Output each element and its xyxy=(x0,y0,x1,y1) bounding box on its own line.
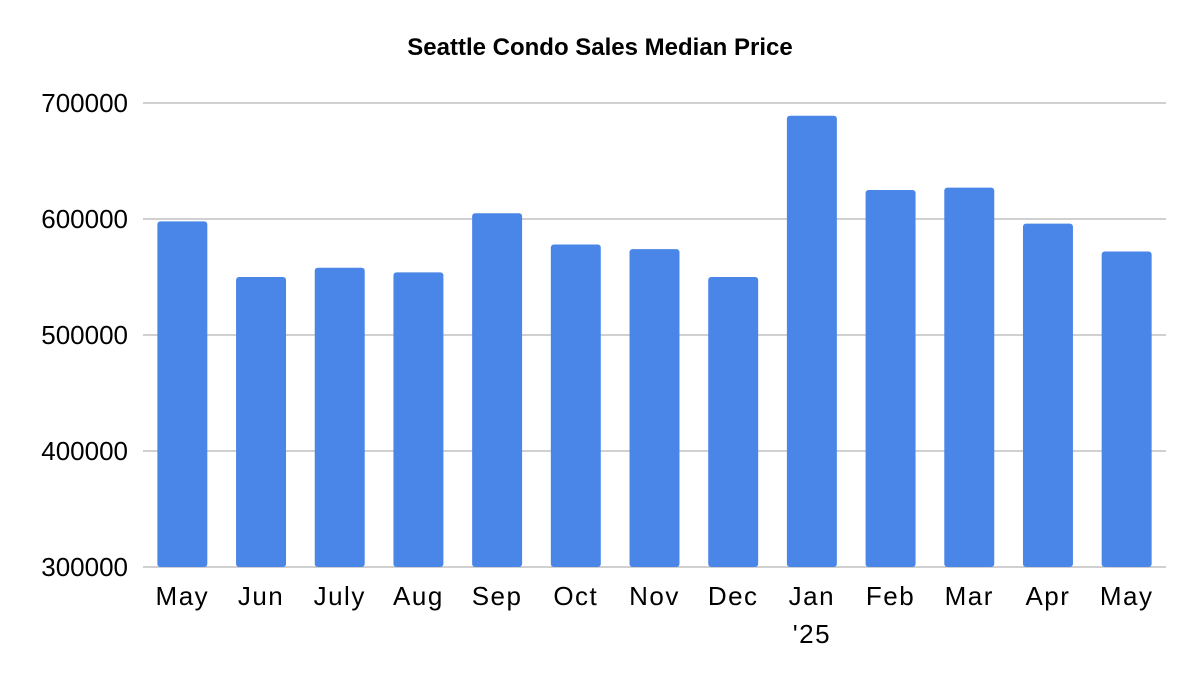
chart-title: Seattle Condo Sales Median Price xyxy=(407,34,792,61)
bar xyxy=(944,187,995,567)
bar xyxy=(550,244,601,567)
x-tick-label: Mar xyxy=(945,581,994,611)
x-tick-label: Oct xyxy=(553,581,598,611)
bar xyxy=(472,213,523,567)
y-tick-label: 500000 xyxy=(41,320,128,350)
x-tick-label: Jun xyxy=(238,581,284,611)
bar xyxy=(393,272,444,567)
bar xyxy=(865,190,916,567)
x-tick-label: Aug xyxy=(393,581,444,611)
x-tick-label: Nov xyxy=(629,581,680,611)
bar xyxy=(314,267,365,567)
x-tick-label: '25 xyxy=(793,619,831,649)
bar xyxy=(236,277,287,567)
x-tick-label: Feb xyxy=(866,581,915,611)
x-tick-label: Sep xyxy=(472,581,523,611)
bar xyxy=(157,221,208,567)
x-tick-label: Dec xyxy=(708,581,759,611)
y-tick-label: 400000 xyxy=(41,436,128,466)
y-tick-label: 700000 xyxy=(41,88,128,118)
bar xyxy=(1022,223,1073,567)
x-axis-ticks: May Jun July Aug Sep Oct Nov Dec Jan '25 Feb Mar Apr… xyxy=(156,581,1154,649)
bars xyxy=(157,115,1152,568)
x-tick-label: Apr xyxy=(1025,581,1070,611)
x-tick-label: May xyxy=(156,581,210,611)
y-axis-ticks: 300000 400000 500000 600000 700000 xyxy=(41,88,128,582)
y-tick-label: 600000 xyxy=(41,204,128,234)
x-tick-label: Jan xyxy=(789,581,835,611)
y-tick-label: 300000 xyxy=(41,552,128,582)
bar xyxy=(786,115,837,567)
bar xyxy=(1101,251,1152,568)
bar xyxy=(629,249,680,567)
x-tick-label: May xyxy=(1100,581,1154,611)
bar xyxy=(708,277,759,567)
x-tick-label: July xyxy=(314,581,366,611)
